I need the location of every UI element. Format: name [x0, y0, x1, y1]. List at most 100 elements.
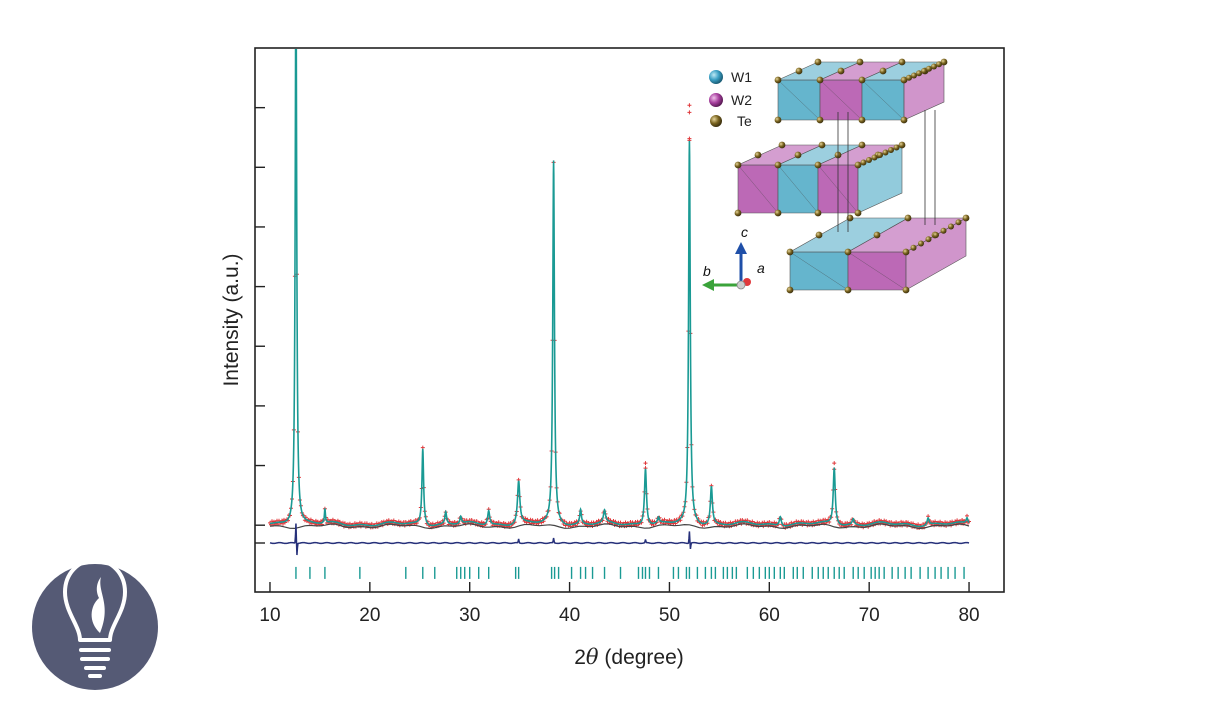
layer-top-te-atom-1-1	[816, 116, 824, 124]
layer-middle-te-atom-edge-2	[866, 157, 872, 163]
layer-bottom-te-atom-edge-2	[918, 240, 924, 247]
layer-bottom-te-atom-0-1	[786, 286, 794, 294]
layer-top	[774, 58, 948, 124]
observed-outlier-1	[687, 110, 692, 115]
observed-outlier-2	[687, 136, 692, 141]
layer-middle-te-atom-edge-7	[893, 144, 900, 151]
y-axis-title: Intensity (a.u.)	[220, 253, 243, 386]
layer-bottom-bond-1	[847, 251, 907, 291]
layer-top-te-atom-0-2	[814, 58, 822, 66]
logo-circle	[32, 564, 158, 690]
layer-top-te-atom-2-2	[898, 58, 906, 66]
layer-top-te-atom-edge-5	[926, 65, 932, 72]
layer-top-te-atom-edge-7	[936, 61, 942, 68]
legend-w1-marker	[709, 70, 723, 84]
c-axis-arrowhead	[735, 242, 747, 254]
y-axis-ticks	[255, 106, 265, 544]
x-axis-title-suffix: (degree)	[599, 646, 684, 669]
layer-bottom-te-atom-0-3	[815, 231, 823, 239]
layer-top-te-atom-0-3	[795, 67, 803, 75]
layer-bottom-te-atom-0-0	[786, 248, 794, 256]
layer-middle-te-atom-0-1	[734, 209, 742, 217]
inset-legend: W1 W2 Te	[709, 69, 752, 129]
layer-bottom-te-atom-edge-1	[910, 244, 917, 251]
x-tick-label-30: 30	[459, 605, 480, 626]
layer-middle-te-atom-1-1	[774, 209, 782, 217]
layer-middle-te-atom-2-2	[858, 141, 866, 149]
layer-bottom-te-atom-1-1	[844, 286, 852, 294]
layer-middle-te-atom-0-2	[778, 141, 786, 149]
layer-middle-te-atom-2-0	[814, 161, 822, 169]
x-tick-label-50: 50	[659, 605, 680, 626]
layer-top-te-atom-0-1	[774, 116, 782, 124]
series-layer	[268, 49, 971, 579]
layer-middle-te-atom-1-0	[774, 161, 782, 169]
x-axis-title-prefix: 2	[574, 646, 586, 669]
x-tick-label-60: 60	[759, 605, 780, 626]
legend-te-marker	[710, 115, 722, 127]
layer-top-te-atom-0-0	[774, 76, 782, 84]
layer-middle-te-atom-2-1	[814, 209, 822, 217]
x-tick-label-10: 10	[259, 605, 280, 626]
calculated-series	[269, 49, 970, 528]
layer-top-bond-2	[861, 79, 905, 121]
a-axis-label: a	[757, 260, 765, 276]
layer-middle-te-atom-3-0	[854, 161, 862, 169]
observed-outlier-4	[832, 461, 837, 466]
octahedral-layers	[734, 58, 970, 294]
logo-badge	[32, 558, 158, 690]
layer-top-te-atom-2-1	[858, 116, 866, 124]
layer-middle-te-atom-1-2	[818, 141, 826, 149]
layer-middle-te-atom-edge-6	[888, 147, 894, 153]
layer-top-bond-0	[777, 79, 821, 121]
x-tick-label-20: 20	[359, 605, 380, 626]
layer-bottom-te-atom-1-0	[844, 248, 852, 256]
layer-middle-te-atom-0-0	[734, 161, 742, 169]
lightbulb-icon	[63, 558, 127, 678]
layer-middle-te-atom-3-2	[898, 141, 906, 149]
crystal-axes-indicator: c b a	[702, 224, 765, 291]
layer-bottom-te-atom-1-2	[904, 214, 912, 222]
layer-bottom-te-atom-edge-7	[955, 219, 962, 226]
layer-bottom-te-atom-edge-3	[925, 236, 932, 243]
layer-top-bond-1	[819, 79, 863, 121]
layer-bottom	[786, 214, 970, 294]
layer-top-te-atom-3-2	[940, 58, 948, 66]
difference-series	[269, 523, 970, 556]
layer-bottom-te-atom-edge-6	[948, 223, 954, 230]
plot-clip-group	[268, 49, 971, 530]
layer-middle-bond-1	[777, 164, 819, 214]
x-tick-label-40: 40	[559, 605, 580, 626]
layer-top-te-atom-3-0	[900, 76, 908, 84]
b-axis-label: b	[703, 263, 711, 279]
layer-middle-te-atom-edge-5	[882, 149, 889, 156]
layer-bottom-te-atom-edge-4	[933, 232, 939, 238]
x-axis-title-symbol: θ	[586, 645, 599, 669]
layer-top-te-atom-2-3	[879, 67, 887, 75]
layer-bottom-te-atom-edge-5	[940, 227, 947, 234]
layer-middle-te-atom-1-3	[794, 151, 802, 159]
axis-origin	[736, 280, 746, 290]
layer-middle-bond-0	[737, 164, 779, 214]
layer-top-te-atom-3-1	[900, 116, 908, 124]
observed-outlier-0	[687, 103, 692, 108]
legend-te-label: Te	[737, 113, 752, 129]
layer-middle	[734, 141, 906, 217]
layer-bottom-te-atom-2-1	[902, 286, 910, 294]
layer-bottom-te-atom-2-0	[902, 248, 910, 256]
layer-bottom-bond-0	[789, 251, 849, 291]
observed-outlier-3	[643, 461, 648, 466]
crystal-structure-inset: W1 W2 Te c b a	[702, 58, 970, 294]
layer-top-te-atom-edge-4	[921, 68, 927, 74]
layer-middle-te-atom-edge-1	[860, 159, 867, 166]
layer-top-te-atom-1-3	[837, 67, 845, 75]
legend-w1-label: W1	[731, 69, 752, 85]
layer-middle-te-atom-edge-4	[877, 152, 883, 158]
bragg-positions	[295, 566, 965, 579]
layer-top-te-atom-2-0	[858, 76, 866, 84]
b-axis-arrowhead	[702, 279, 714, 291]
layer-top-te-atom-1-0	[816, 76, 824, 84]
layer-middle-te-atom-3-1	[854, 209, 862, 217]
legend-w2-label: W2	[731, 92, 752, 108]
